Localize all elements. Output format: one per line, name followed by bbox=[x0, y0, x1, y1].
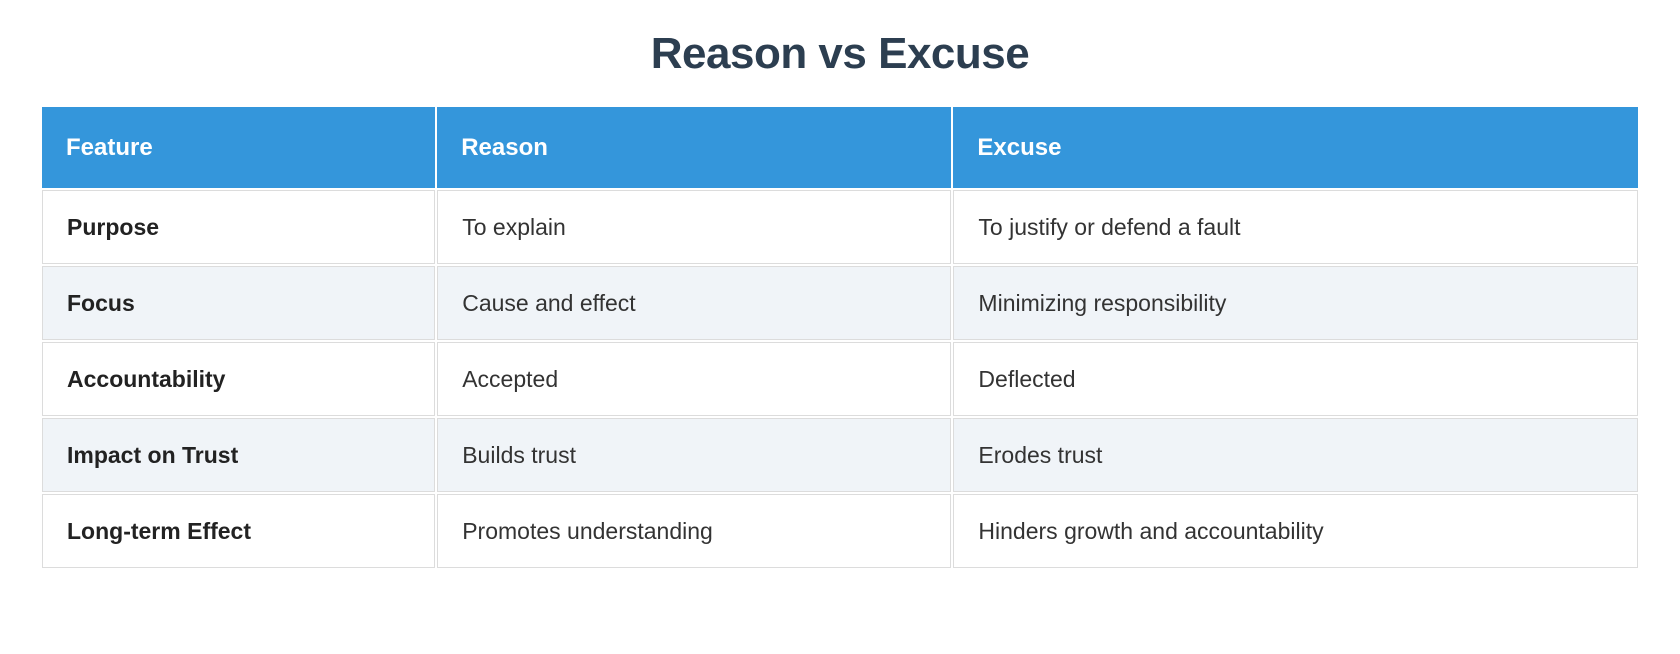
feature-cell: Focus bbox=[42, 266, 436, 340]
excuse-cell: Deflected bbox=[953, 342, 1638, 416]
feature-cell: Impact on Trust bbox=[42, 418, 436, 492]
reason-cell: Accepted bbox=[437, 342, 952, 416]
column-header-feature: Feature bbox=[42, 107, 436, 188]
table-row: Accountability Accepted Deflected bbox=[42, 342, 1638, 416]
comparison-table-container: Feature Reason Excuse Purpose To explain… bbox=[40, 105, 1640, 570]
excuse-cell: To justify or defend a fault bbox=[953, 190, 1638, 264]
feature-cell: Purpose bbox=[42, 190, 436, 264]
comparison-table: Feature Reason Excuse Purpose To explain… bbox=[40, 105, 1640, 570]
reason-cell: Promotes understanding bbox=[437, 494, 952, 568]
table-row: Impact on Trust Builds trust Erodes trus… bbox=[42, 418, 1638, 492]
feature-cell: Long-term Effect bbox=[42, 494, 436, 568]
excuse-cell: Erodes trust bbox=[953, 418, 1638, 492]
table-row: Focus Cause and effect Minimizing respon… bbox=[42, 266, 1638, 340]
reason-cell: Cause and effect bbox=[437, 266, 952, 340]
reason-cell: Builds trust bbox=[437, 418, 952, 492]
feature-cell: Accountability bbox=[42, 342, 436, 416]
header-row: Feature Reason Excuse bbox=[42, 107, 1638, 188]
table-row: Purpose To explain To justify or defend … bbox=[42, 190, 1638, 264]
reason-cell: To explain bbox=[437, 190, 952, 264]
excuse-cell: Hinders growth and accountability bbox=[953, 494, 1638, 568]
excuse-cell: Minimizing responsibility bbox=[953, 266, 1638, 340]
column-header-excuse: Excuse bbox=[953, 107, 1638, 188]
page-title: Reason vs Excuse bbox=[650, 29, 1030, 78]
table-row: Long-term Effect Promotes understanding … bbox=[42, 494, 1638, 568]
column-header-reason: Reason bbox=[437, 107, 952, 188]
